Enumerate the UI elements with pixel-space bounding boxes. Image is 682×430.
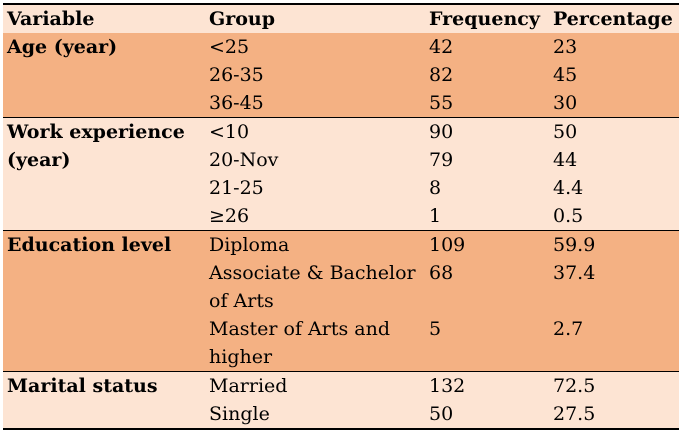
group-line1: Associate & Bachelor — [209, 262, 416, 284]
frequency-cell: 42 — [429, 36, 454, 58]
group-line1: Master of Arts and — [209, 318, 391, 340]
frequency-cell: 132 — [429, 375, 466, 397]
percentage-cell: 59.9 — [553, 234, 596, 256]
frequency-cell: 82 — [429, 64, 454, 86]
frequency-cell: 109 — [429, 234, 466, 256]
percentage-cell: 37.4 — [553, 262, 596, 284]
group-cell: Single — [209, 403, 270, 425]
group-line2: of Arts — [209, 290, 274, 312]
group-cell: 20-Nov — [209, 149, 279, 171]
section-divider — [3, 230, 679, 231]
percentage-cell: 0.5 — [553, 205, 584, 227]
table-row: Master of Arts and higher 5 2.7 — [3, 315, 679, 371]
table-row: Education level Diploma 109 59.9 — [3, 231, 679, 259]
frequency-cell: 8 — [429, 177, 442, 199]
table-row: Work experience <10 90 50 — [3, 118, 679, 146]
table-row: Age (year) <25 42 23 — [3, 33, 679, 61]
frequency-cell: 90 — [429, 121, 454, 143]
group-cell: 36-45 — [209, 92, 264, 114]
percentage-cell: 23 — [553, 36, 578, 58]
header-percentage: Percentage — [553, 8, 673, 30]
header-variable: Variable — [7, 8, 95, 30]
table-header-row: Variable Group Frequency Percentage — [3, 5, 679, 33]
percentage-cell: 45 — [553, 64, 578, 86]
header-group: Group — [209, 8, 276, 30]
variable-label: Age (year) — [7, 36, 118, 58]
group-line2: higher — [209, 346, 273, 368]
table-top-rule — [3, 3, 679, 5]
group-cell: Diploma — [209, 234, 290, 256]
frequency-cell: 5 — [429, 318, 442, 340]
section-marital: Marital status Married 132 72.5 Single 5… — [3, 372, 679, 428]
table-row: Marital status Married 132 72.5 — [3, 372, 679, 400]
group-cell: Master of Arts and higher — [205, 315, 427, 371]
table-row: 21-25 8 4.4 — [3, 174, 679, 202]
header-frequency: Frequency — [429, 8, 540, 30]
section-work-experience: Work experience <10 90 50 (year) 20-Nov … — [3, 118, 679, 230]
group-cell: <25 — [209, 36, 250, 58]
demographics-table: Variable Group Frequency Percentage Age … — [3, 3, 679, 430]
frequency-cell: 1 — [429, 205, 442, 227]
table-row: Single 50 27.5 — [3, 400, 679, 428]
variable-label: Education level — [7, 234, 172, 256]
percentage-cell: 30 — [553, 92, 578, 114]
percentage-cell: 44 — [553, 149, 578, 171]
percentage-cell: 2.7 — [553, 318, 584, 340]
variable-label-line1: Work experience — [7, 121, 185, 143]
section-education: Education level Diploma 109 59.9 Associa… — [3, 231, 679, 371]
table-row: Associate & Bachelor of Arts 68 37.4 — [3, 259, 679, 315]
group-cell: <10 — [209, 121, 250, 143]
group-cell: 26-35 — [209, 64, 264, 86]
group-cell: Associate & Bachelor of Arts — [205, 259, 427, 315]
percentage-cell: 4.4 — [553, 177, 584, 199]
frequency-cell: 50 — [429, 403, 454, 425]
group-cell: Married — [209, 375, 288, 397]
frequency-cell: 55 — [429, 92, 454, 114]
percentage-cell: 27.5 — [553, 403, 596, 425]
percentage-cell: 72.5 — [553, 375, 596, 397]
table-row: 26-35 82 45 — [3, 61, 679, 89]
section-age: Age (year) <25 42 23 26-35 82 45 36-45 5… — [3, 33, 679, 117]
variable-label-line2: (year) — [7, 149, 71, 171]
frequency-cell: 79 — [429, 149, 454, 171]
table-row: (year) 20-Nov 79 44 — [3, 146, 679, 174]
section-divider — [3, 117, 679, 118]
table-row: ≥26 1 0.5 — [3, 202, 679, 230]
group-cell: ≥26 — [209, 205, 250, 227]
table-row: 36-45 55 30 — [3, 89, 679, 117]
section-divider — [3, 371, 679, 372]
group-cell: 21-25 — [209, 177, 264, 199]
percentage-cell: 50 — [553, 121, 578, 143]
frequency-cell: 68 — [429, 262, 454, 284]
variable-label: Marital status — [7, 375, 158, 397]
